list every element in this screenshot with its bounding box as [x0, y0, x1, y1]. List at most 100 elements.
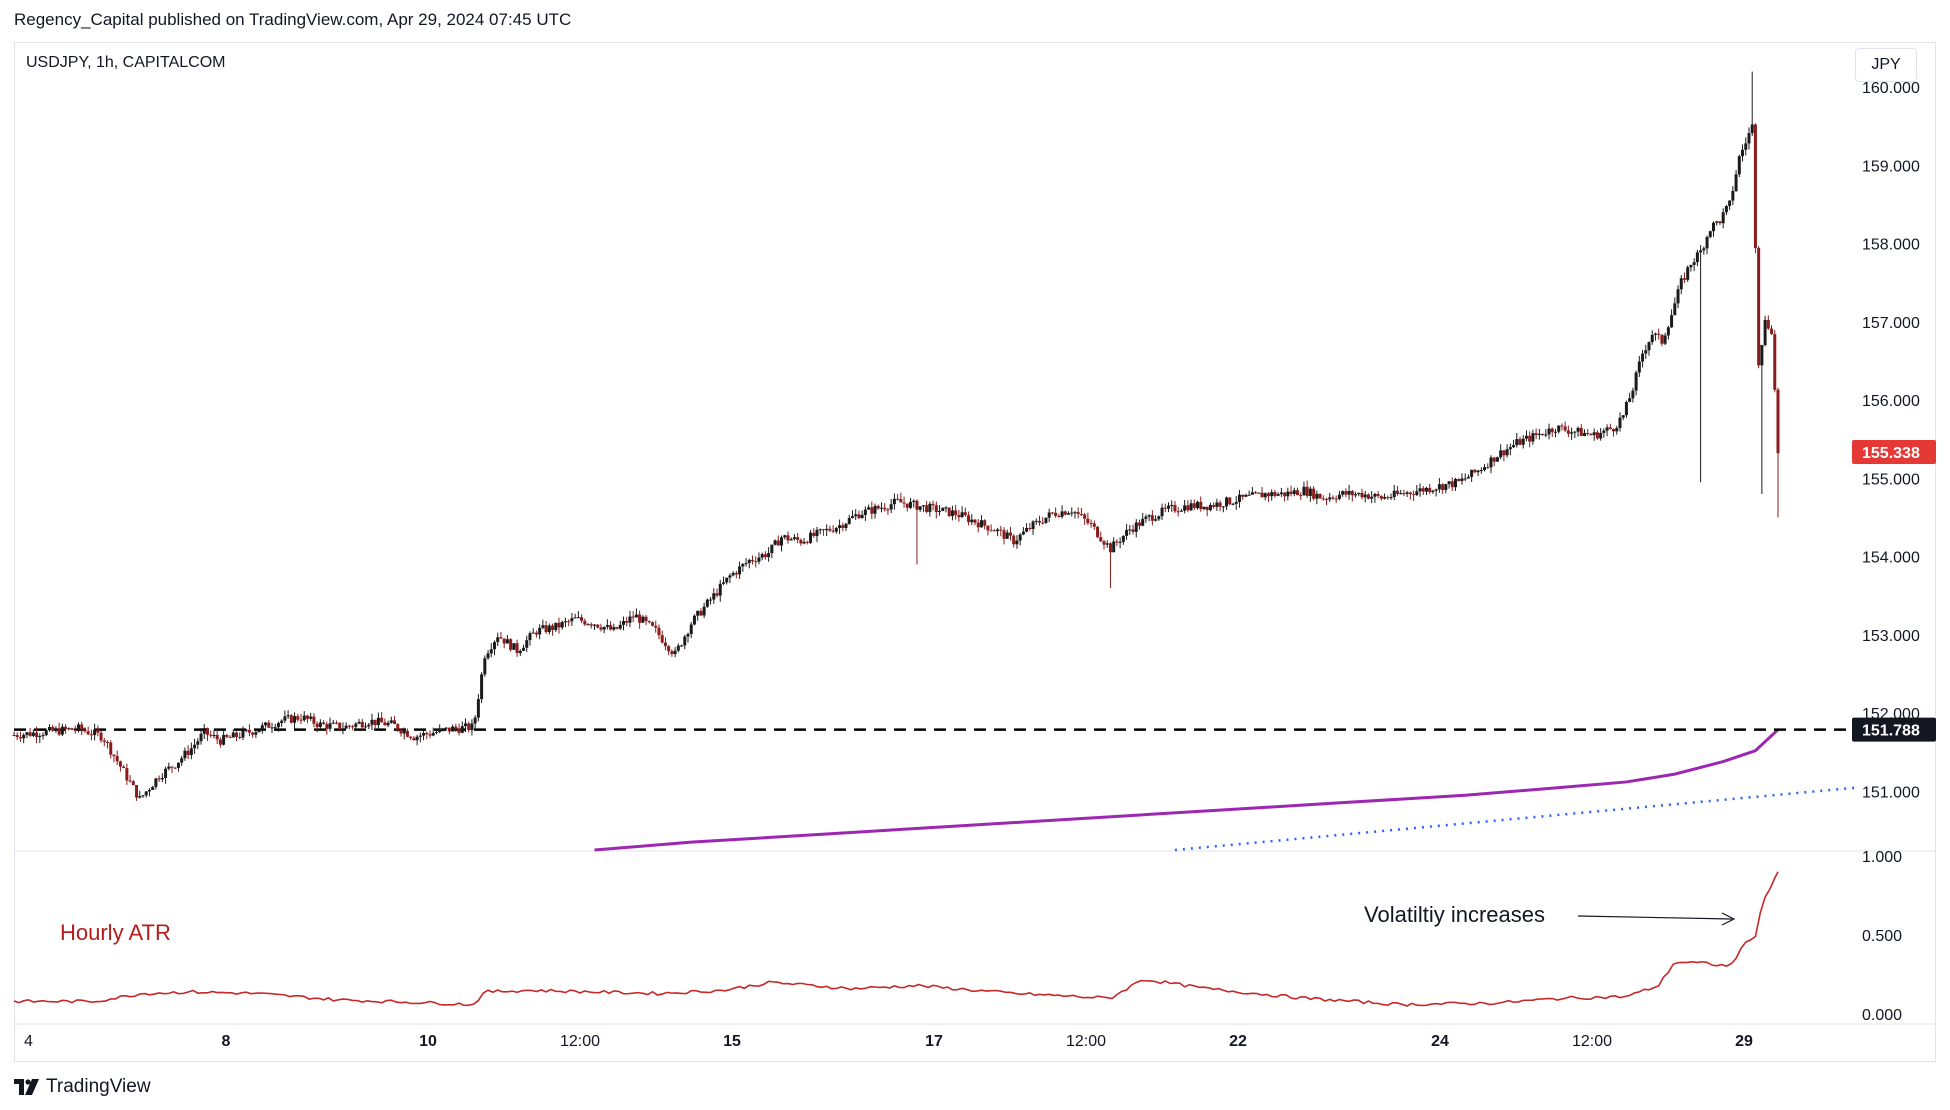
candle-body	[890, 504, 893, 509]
candle-body	[716, 593, 719, 595]
time-tick-label: 12:00	[1066, 1033, 1106, 1050]
candle-body	[1228, 497, 1231, 504]
candle-body	[1386, 497, 1389, 498]
candle-body	[1525, 436, 1528, 439]
time-tick-label: 24	[1431, 1033, 1449, 1050]
candle-body	[1025, 528, 1028, 532]
candle-body	[370, 720, 373, 725]
candle-body	[599, 627, 602, 629]
candle-body	[322, 723, 325, 725]
candle-body	[1286, 492, 1289, 497]
candle-body	[964, 512, 967, 515]
candle-body	[171, 767, 174, 768]
candle-body	[1173, 505, 1176, 511]
candle-body	[83, 730, 86, 731]
candle-body	[1090, 523, 1093, 524]
candle-body	[567, 621, 570, 622]
candle-body	[1725, 206, 1728, 212]
candle-body	[1615, 428, 1618, 431]
candle-body	[516, 643, 519, 653]
candle-body	[1070, 513, 1073, 514]
candle-body	[1041, 523, 1044, 524]
candle-body	[1673, 303, 1676, 315]
candle-body	[793, 537, 796, 539]
candle-body	[177, 763, 180, 768]
candle-body	[561, 622, 564, 627]
candle-body	[706, 600, 709, 607]
candle-body	[1357, 493, 1360, 494]
candle-body	[951, 510, 954, 516]
candle-body	[1657, 334, 1660, 335]
candle-body	[922, 505, 925, 506]
candle-body	[996, 530, 999, 532]
candle-body	[803, 542, 806, 544]
time-tick-label: 22	[1229, 1033, 1247, 1050]
candle-body	[1738, 156, 1741, 174]
candle-body	[364, 726, 367, 727]
candle-body	[393, 720, 396, 724]
candle-body	[503, 638, 506, 643]
candle-body	[1057, 516, 1060, 517]
candle-body	[748, 560, 751, 563]
candle-body	[1302, 487, 1305, 495]
candle-body	[348, 726, 351, 727]
candle-body	[125, 768, 128, 780]
candle-body	[103, 741, 106, 742]
candle-body	[1560, 426, 1563, 427]
dotted-moving-average-line	[1175, 787, 1859, 850]
candle-body	[1683, 278, 1686, 280]
candle-body	[1506, 449, 1509, 455]
candle-body	[770, 545, 773, 553]
candle-body	[32, 733, 35, 736]
candle-body	[570, 618, 573, 621]
candle-body	[1222, 506, 1225, 507]
candle-body	[232, 733, 235, 738]
candle-body	[790, 539, 793, 540]
candle-body	[1015, 541, 1018, 545]
candle-body	[261, 725, 264, 730]
candle-body	[1522, 439, 1525, 445]
candle-body	[709, 600, 712, 601]
candle-body	[1635, 372, 1638, 390]
candle-body	[1515, 439, 1518, 445]
candle-body	[209, 735, 212, 736]
candle-body	[1599, 433, 1602, 439]
candle-body	[151, 787, 154, 790]
candle-body	[1035, 521, 1038, 522]
candle-body	[245, 730, 248, 731]
candle-body	[974, 520, 977, 523]
candle-body	[1083, 514, 1086, 518]
candle-body	[719, 584, 722, 596]
candle-body	[1193, 503, 1196, 508]
candle-body	[461, 726, 464, 733]
candle-body	[848, 518, 851, 524]
currency-button[interactable]: JPY	[1855, 48, 1917, 82]
candle-body	[906, 504, 909, 508]
candle-body	[1393, 491, 1396, 497]
candle-body	[1128, 529, 1131, 530]
candle-body	[754, 561, 757, 562]
candle-body	[1364, 494, 1367, 497]
candle-body	[1093, 523, 1096, 526]
candle-body	[183, 751, 186, 759]
candle-body	[777, 540, 780, 545]
candle-body	[590, 624, 593, 625]
candle-body	[38, 736, 41, 737]
candle-body	[670, 651, 673, 654]
candle-body	[345, 726, 348, 729]
candle-body	[1754, 124, 1757, 248]
candle-body	[1622, 415, 1625, 418]
candle-body	[545, 625, 548, 632]
candle-body	[1135, 523, 1138, 532]
price-tick-label: 153.000	[1862, 628, 1920, 645]
candle-body	[141, 795, 144, 796]
candle-body	[1177, 511, 1180, 512]
candle-body	[1473, 470, 1476, 472]
candle-body	[1125, 530, 1128, 536]
time-tick-label: 8	[222, 1033, 231, 1050]
candle-body	[977, 523, 980, 528]
candle-body	[1373, 494, 1376, 497]
candle-body	[1351, 491, 1354, 495]
candle-body	[1157, 516, 1160, 519]
